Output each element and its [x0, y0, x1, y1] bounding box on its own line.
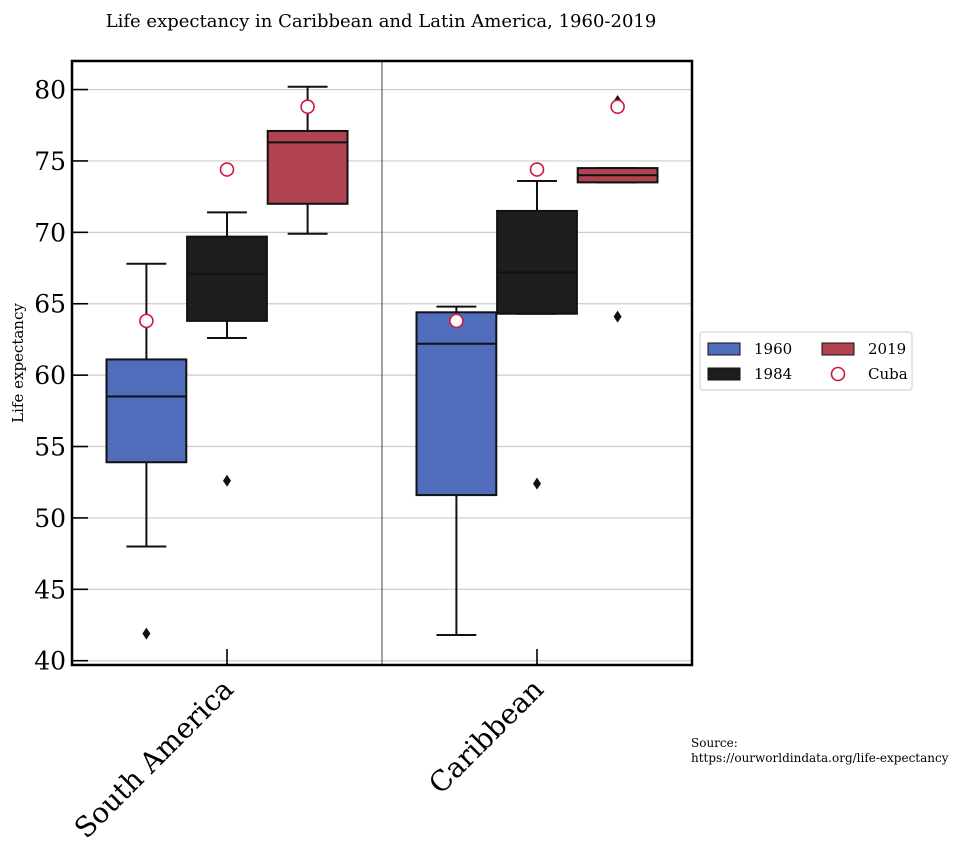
source-url: https://ourworldindata.org/life-expectan…: [691, 751, 949, 765]
legend-swatch-2019: [821, 342, 855, 356]
source-note: Source: https://ourworldindata.org/life-…: [691, 736, 949, 766]
chart-title: Life expectancy in Caribbean and Latin A…: [106, 11, 657, 32]
outlier-0: [533, 477, 541, 490]
legend-marker-Cuba: [830, 366, 846, 382]
y-tick-label-65: 65: [34, 290, 66, 319]
legend-swatch-1984: [707, 367, 741, 381]
box-1960-0: [105, 262, 188, 640]
box-body: [496, 209, 578, 315]
boxes-layer: [105, 85, 659, 640]
plot-frame: [70, 59, 694, 667]
y-tick-label-55: 55: [34, 433, 66, 462]
box-2019-1: [576, 94, 659, 323]
y-tick-label-60: 60: [34, 361, 66, 390]
legend-label-1960: 1960: [754, 340, 792, 358]
legend-label-Cuba: Cuba: [868, 365, 908, 383]
legend-swatch-1960: [707, 342, 741, 356]
box-1960-1: [415, 305, 498, 637]
outlier-0: [142, 627, 151, 640]
y-tick-label-45: 45: [34, 575, 66, 604]
box-1984-0: [186, 211, 268, 487]
box-body: [186, 235, 268, 322]
y-tick-label-50: 50: [34, 504, 66, 533]
legend-label-1984: 1984: [754, 365, 792, 383]
box-body: [105, 358, 188, 464]
y-tick-label-70: 70: [34, 218, 66, 247]
y-tick-label-40: 40: [34, 647, 66, 676]
cuba-marker-5: [610, 99, 625, 114]
y-axis-label: Life expectancy: [9, 303, 27, 423]
y-tick-label-75: 75: [34, 147, 66, 176]
cuba-marker-1: [219, 162, 235, 177]
legend: 1960 2019 1984 Cuba: [699, 331, 913, 391]
box-2019-0: [266, 85, 349, 235]
x-tick-label-1: Caribbean: [422, 673, 550, 801]
source-label: Source:: [691, 736, 738, 750]
cuba-marker-2: [300, 99, 315, 114]
outlier-1: [613, 310, 622, 323]
legend-frame: [699, 331, 913, 391]
cuba-markers-layer: [139, 99, 625, 329]
outlier-0: [223, 474, 231, 487]
legend-label-2019: 2019: [868, 340, 906, 358]
box-body: [415, 311, 498, 497]
y-tick-label-80: 80: [34, 76, 66, 105]
cuba-marker-0: [139, 313, 154, 329]
x-tick-label-0: South America: [68, 673, 240, 845]
cuba-marker-4: [529, 162, 545, 177]
cuba-marker-3: [449, 313, 464, 329]
box-1984-1: [496, 179, 578, 490]
